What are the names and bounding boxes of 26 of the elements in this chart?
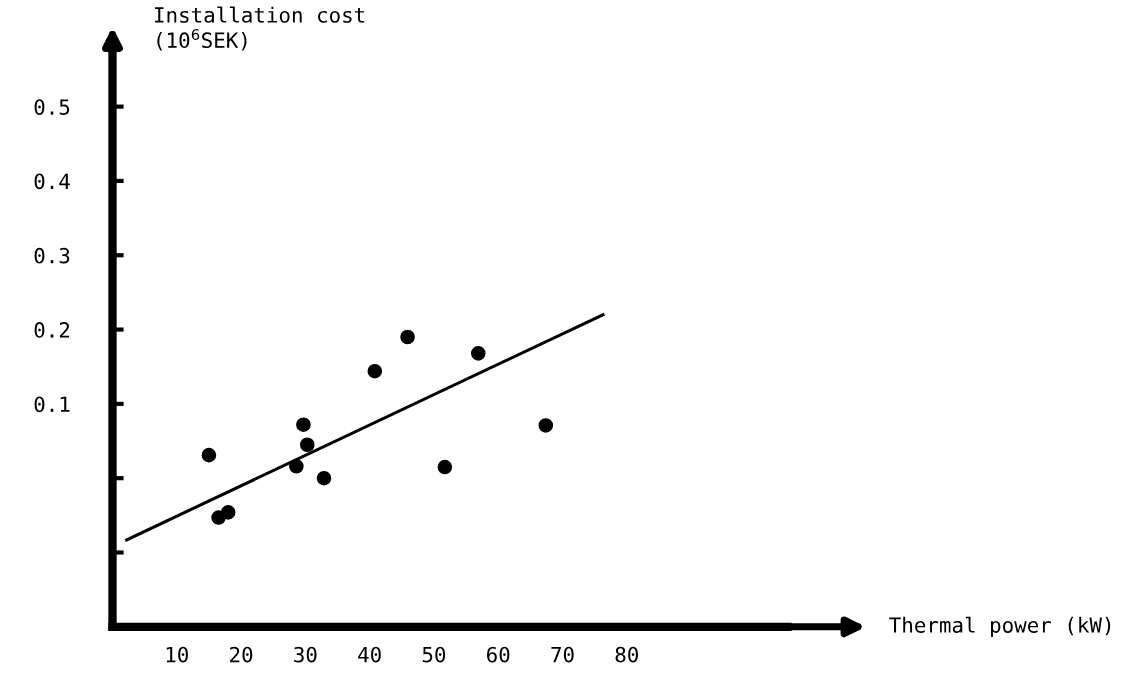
y-axis-title: Installation cost (10$^{6}$SEK) (155, 6, 365, 51)
x-tick-label: 30 (294, 646, 317, 663)
point (316, 470, 332, 486)
y-tick-label: 0.2 (34, 322, 70, 338)
x-tick-label: 20 (230, 646, 253, 663)
x-tick-label: 70 (551, 646, 574, 663)
y-tick-label: 0.3 (34, 247, 70, 264)
point (400, 329, 415, 345)
x-tick-label: 60 (487, 646, 510, 663)
x-tick-label: 40 (358, 646, 381, 663)
point (289, 459, 304, 474)
point (367, 363, 383, 379)
point (296, 417, 311, 432)
x-tick-label: 50 (422, 646, 446, 663)
y-tick-label: 0.1 (34, 396, 70, 413)
point (300, 437, 315, 453)
point (538, 418, 554, 433)
x-axis-title: Thermal power (kW) (889, 616, 1111, 637)
y-tick-label: 0.5 (34, 99, 70, 115)
y-tick-label: 0.4 (34, 173, 70, 190)
x-tick-label: 10 (166, 646, 188, 663)
point (471, 346, 486, 361)
point (220, 505, 236, 520)
x-tick-label: 80 (615, 646, 638, 663)
point (437, 459, 453, 475)
point (201, 447, 217, 463)
